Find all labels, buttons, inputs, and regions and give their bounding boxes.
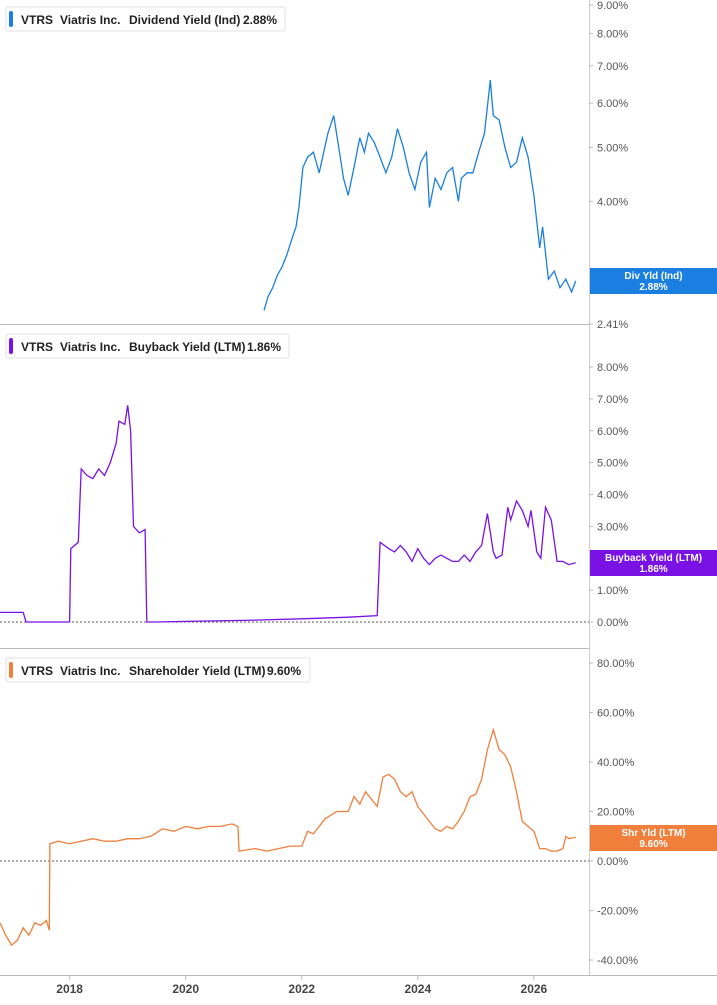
x-axis-ticks: 2018 2020 2022 2024 2026 [56, 975, 548, 996]
y-tick-label: 9.00% [597, 0, 628, 12]
y-tick-label: -40.00% [597, 955, 638, 967]
x-tick-label: 2018 [56, 982, 83, 996]
legend-box [5, 333, 290, 359]
y-tick-label: 6.00% [597, 426, 628, 438]
legend-company: Viatris Inc. [60, 340, 120, 354]
badge-background [590, 268, 717, 294]
x-tick-label: 2020 [172, 982, 199, 996]
y-tick-label: 1.00% [597, 585, 628, 597]
badge-background [590, 550, 717, 576]
y-tick-label: 4.00% [597, 196, 628, 208]
y-tick-label: -20.00% [597, 906, 638, 918]
badge-shareholder-yield: Shr Yld (LTM) 9.60% [590, 825, 717, 851]
badge-dividend-yield: Div Yld (Ind) 2.88% [590, 268, 717, 294]
y-tick-label: 7.00% [597, 61, 628, 73]
legend-shareholder-yield[interactable]: VTRS Viatris Inc. Shareholder Yield (LTM… [5, 657, 311, 683]
legend-company: Viatris Inc. [60, 13, 120, 27]
badge-buyback-yield: Buyback Yield (LTM) 1.86% [590, 550, 717, 576]
y-tick-label: 8.00% [597, 29, 628, 41]
legend-latest-value: 2.88% [243, 13, 277, 27]
legend-swatch [9, 338, 13, 354]
legend-company: Viatris Inc. [60, 664, 120, 678]
legend-swatch [9, 662, 13, 678]
y-tick-label: 5.00% [597, 458, 628, 470]
y-tick-label: 5.00% [597, 142, 628, 154]
y-tick-label: 0.00% [597, 617, 628, 629]
badge-label: Div Yld (Ind) [624, 271, 682, 282]
y-tick-label: 4.00% [597, 490, 628, 502]
y-tick-label: 60.00% [597, 708, 635, 720]
legend-latest-value: 1.86% [247, 340, 281, 354]
badge-value: 2.88% [639, 282, 667, 293]
legend-dividend-yield[interactable]: VTRS Viatris Inc. Dividend Yield (Ind) 2… [5, 6, 286, 32]
badge-value: 1.86% [639, 564, 667, 575]
legend-ticker: VTRS [21, 13, 53, 27]
badge-background [590, 825, 717, 851]
y-tick-label: 0.00% [597, 856, 628, 868]
series-line-shareholder-yield [0, 727, 576, 947]
pane-shareholder-yield: 80.00% 60.00% 40.00% 20.00% 0.00% -20.00% -40.… [0, 657, 717, 967]
legend-swatch [9, 11, 13, 27]
y-tick-label: 8.00% [597, 362, 628, 374]
badge-label: Buyback Yield (LTM) [605, 553, 702, 564]
y-tick-label: 6.00% [597, 98, 628, 110]
pane-buyback-yield: 8.00% 7.00% 6.00% 5.00% 4.00% 3.00% 1.00% 0.00%… [0, 333, 717, 629]
series-line-dividend-yield [263, 80, 577, 311]
y-tick-label: 40.00% [597, 757, 635, 769]
series-line-buyback-yield [0, 405, 576, 623]
legend-latest-value: 9.60% [267, 664, 301, 678]
legend-ticker: VTRS [21, 664, 53, 678]
legend-box [5, 6, 286, 32]
legend-metric: Buyback Yield (LTM) [129, 340, 245, 354]
legend-metric: Shareholder Yield (LTM) [129, 664, 265, 678]
legend-metric: Dividend Yield (Ind) [129, 13, 240, 27]
x-tick-label: 2024 [404, 982, 431, 996]
legend-buyback-yield[interactable]: VTRS Viatris Inc. Buyback Yield (LTM) 1.… [5, 333, 290, 359]
y-tick-label: 80.00% [597, 658, 635, 670]
badge-label: Shr Yld (LTM) [621, 828, 685, 839]
y-tick-label: 20.00% [597, 807, 635, 819]
pane-dividend-yield: 9.00% 8.00% 7.00% 6.00% 5.00% 4.00% 2.41% VTRS… [5, 0, 717, 331]
legend-box [5, 657, 311, 683]
y-tick-label: 7.00% [597, 394, 628, 406]
x-tick-label: 2022 [288, 982, 315, 996]
pane-3-ticks: 80.00% 60.00% 40.00% 20.00% 0.00% -20.00% -40.… [589, 658, 638, 967]
y-tick-label: 3.00% [597, 521, 628, 533]
pane-1-ticks: 9.00% 8.00% 7.00% 6.00% 5.00% 4.00% 2.41% [589, 0, 628, 331]
x-tick-label: 2026 [521, 982, 548, 996]
pane-2-ticks: 8.00% 7.00% 6.00% 5.00% 4.00% 3.00% 1.00% 0.00% [589, 362, 628, 629]
badge-value: 9.60% [639, 839, 667, 850]
legend-ticker: VTRS [21, 340, 53, 354]
y-tick-label: 2.41% [597, 319, 628, 331]
